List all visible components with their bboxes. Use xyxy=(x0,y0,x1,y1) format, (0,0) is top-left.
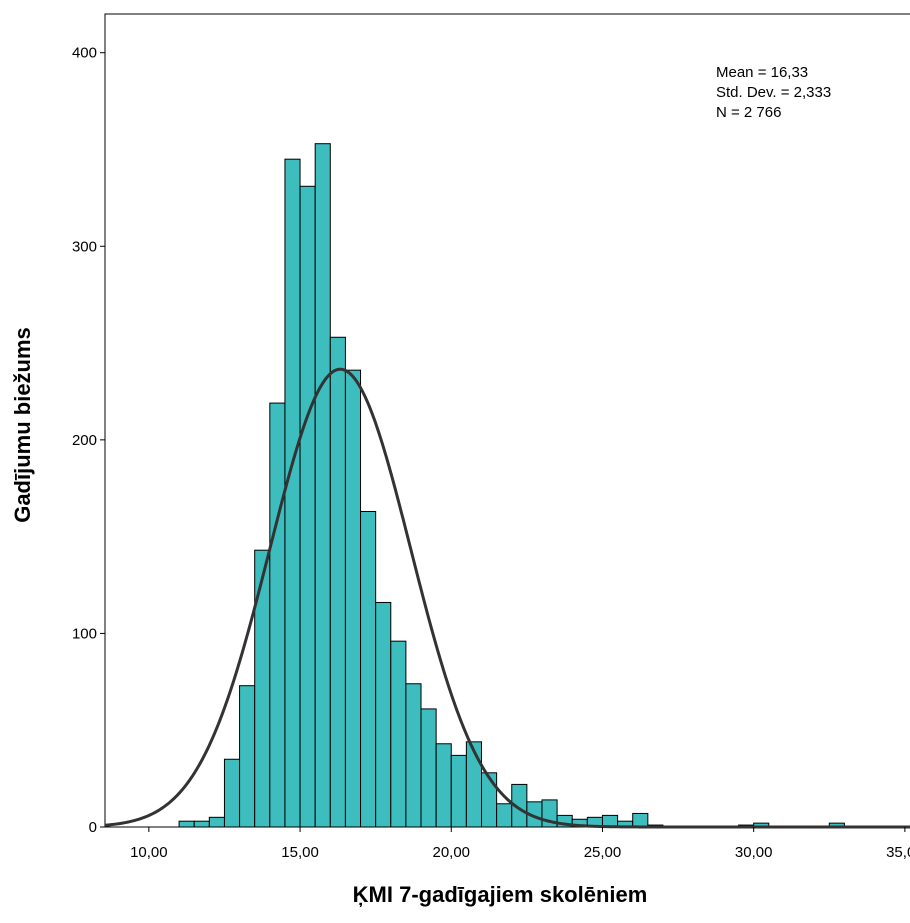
histogram-bar xyxy=(299,185,316,828)
histogram-bar xyxy=(465,741,483,828)
histogram-bar xyxy=(405,683,422,828)
y-tick-label: 200 xyxy=(72,432,97,449)
histogram-bar xyxy=(208,816,225,828)
histogram-bar xyxy=(420,708,437,828)
y-tick-label: 100 xyxy=(72,625,97,642)
histogram-bar xyxy=(269,402,286,828)
normal-curve xyxy=(104,367,910,829)
x-tick-label: 35,00 xyxy=(886,844,910,861)
x-axis-title: ĶMI 7-gadīgajiem skolēniem xyxy=(353,882,648,907)
y-tick-label: 400 xyxy=(72,45,97,62)
histogram-bar xyxy=(360,510,377,828)
y-axis-title: Gadījumu biežums xyxy=(10,327,35,523)
stats-std-dev: Std. Dev. = 2,333 xyxy=(716,84,831,101)
histogram-bar xyxy=(239,685,256,828)
y-tick-label: 300 xyxy=(72,238,97,255)
histogram-bar xyxy=(496,803,513,828)
histogram-bar xyxy=(314,143,331,828)
stats-box: Mean = 16,33 Std. Dev. = 2,333 N = 2 766 xyxy=(716,64,831,121)
histogram-bar xyxy=(344,369,362,828)
histogram-bar xyxy=(284,158,301,828)
histogram-bar xyxy=(254,549,271,828)
x-tick-label: 30,00 xyxy=(735,844,773,861)
histogram-bar xyxy=(435,743,452,828)
stats-n: N = 2 766 xyxy=(716,104,781,121)
x-tick-label: 20,00 xyxy=(432,844,470,861)
x-tick-label: 15,00 xyxy=(281,844,319,861)
histogram-bar xyxy=(375,601,392,828)
histogram-bar xyxy=(193,820,210,828)
y-tick-label: 0 xyxy=(89,819,97,836)
histogram-bar xyxy=(223,758,241,828)
histogram-bar xyxy=(329,336,346,828)
histogram-bar xyxy=(390,640,407,828)
x-tick-label: 10,00 xyxy=(130,844,168,861)
histogram-bar xyxy=(178,820,195,828)
histogram-bar xyxy=(450,754,467,828)
x-tick-label: 25,00 xyxy=(584,844,622,861)
histogram-bar xyxy=(481,772,498,828)
histogram-bar xyxy=(632,812,649,828)
stats-mean: Mean = 16,33 xyxy=(716,64,808,81)
axes-layer: 10,00 15,00 20,00 25,00 30,00 35,00 0 100 200 300… xyxy=(72,45,910,861)
